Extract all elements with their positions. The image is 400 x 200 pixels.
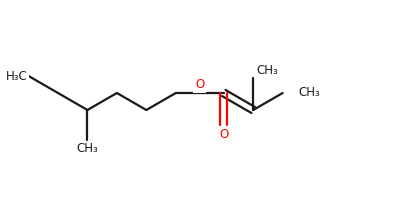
Text: CH₃: CH₃ xyxy=(76,142,98,156)
Text: H₃C: H₃C xyxy=(6,70,28,82)
Text: CH₃: CH₃ xyxy=(256,64,278,76)
Text: O: O xyxy=(195,78,204,92)
Text: O: O xyxy=(219,128,228,140)
Text: CH₃: CH₃ xyxy=(299,86,320,99)
